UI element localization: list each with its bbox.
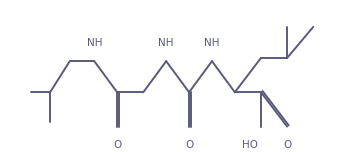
Text: O: O <box>283 140 291 150</box>
Text: NH: NH <box>204 38 220 48</box>
Text: NH: NH <box>158 38 174 48</box>
Text: O: O <box>185 140 193 150</box>
Text: NH: NH <box>87 38 102 48</box>
Text: HO: HO <box>242 140 258 150</box>
Text: O: O <box>113 140 121 150</box>
